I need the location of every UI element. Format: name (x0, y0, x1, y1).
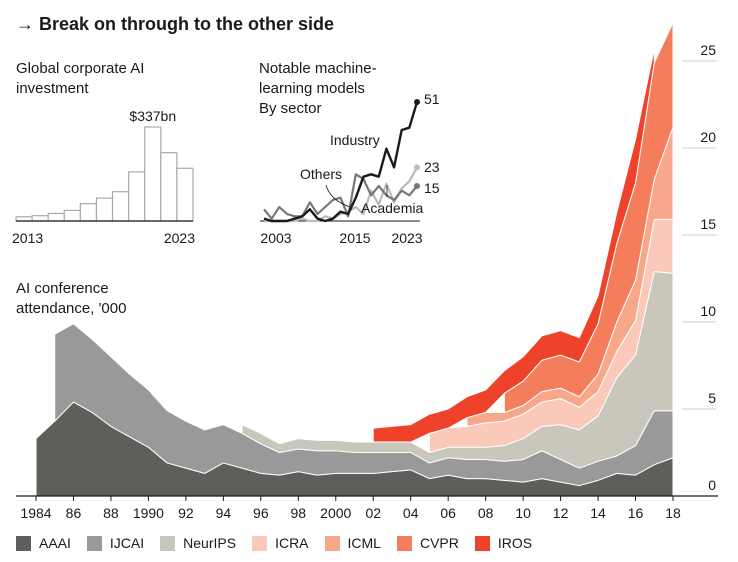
x-tick-label-1994: 94 (216, 505, 232, 521)
line-series-industry (263, 101, 419, 223)
investment-chart-title: Global corporate AI investment (16, 60, 145, 97)
x-tick-label-1988: 88 (103, 505, 119, 521)
figure-title: → Break on through to the other side (16, 14, 335, 34)
bar-2013 (15, 216, 33, 222)
legend-label: NeurIPS (183, 535, 237, 551)
x-tick-label-1990: 1990 (133, 505, 164, 521)
line-annotation-others: Others (300, 166, 342, 182)
line-end-label-others: 23 (424, 159, 440, 175)
x-tick-label-2000: 2000 (320, 505, 351, 521)
line-end-dot-others (414, 164, 420, 171)
x-tick-label-1996: 96 (253, 505, 269, 521)
line-end-dot-industry (414, 99, 420, 105)
y-tick-label-0: 0 (708, 477, 716, 493)
legend-swatch (252, 535, 268, 551)
legend-item-aaai: AAAI (16, 535, 71, 551)
legend-item-icml: ICML (324, 535, 381, 551)
bar-2020 (128, 171, 146, 222)
x-tick-label-1998: 98 (291, 505, 307, 521)
legend-label: AAAI (39, 535, 71, 551)
x-tick-label-1986: 86 (66, 505, 82, 521)
bar-2021 (144, 126, 162, 222)
line-xtick-2003: 2003 (260, 230, 291, 246)
line-annotation-others-pointer (325, 184, 351, 208)
line-series-academia (263, 173, 418, 220)
x-tick-label-2006: 06 (440, 505, 456, 521)
legend-label: IJCAI (109, 535, 145, 551)
area-icml (466, 126, 674, 427)
x-tick-label-2012: 12 (553, 505, 569, 521)
legend-item-cvpr: CVPR (396, 535, 459, 551)
bar-2019 (111, 191, 130, 222)
legend-item-neurips: NeurIPS (160, 535, 236, 551)
legend-label: ICML (347, 535, 381, 551)
legend-label: CVPR (419, 535, 459, 551)
x-tick-label-2004: 04 (403, 505, 419, 521)
line-annotation-academia: Academia (361, 200, 423, 216)
legend-item-iros: IROS (474, 535, 533, 551)
line-xtick-2015: 2015 (339, 230, 370, 246)
models-chart-title: Notable machine-learning models (259, 60, 377, 97)
legend-swatch (160, 535, 176, 551)
bar-xtick-last: 2023 (164, 230, 195, 246)
line-xtick-2023: 2023 (391, 230, 422, 246)
bar-xtick-first: 2013 (12, 230, 43, 246)
x-tick-label-2014: 14 (590, 505, 606, 521)
legend-swatch (474, 535, 490, 551)
y-tick-label-20: 20 (700, 129, 716, 145)
models-chart-subtitle: By sector (259, 100, 322, 117)
area-aaai (35, 401, 674, 497)
legend-item-ijcai: IJCAI (86, 535, 145, 551)
area-cvpr (503, 22, 674, 413)
bar-2014 (31, 215, 49, 222)
area-icra (428, 218, 674, 453)
x-tick-label-2016: 16 (628, 505, 644, 521)
x-tick-label-2002: 02 (365, 505, 381, 521)
area-neurips (241, 271, 674, 469)
x-tick-label-2018: 18 (665, 505, 681, 521)
bar-2015 (47, 212, 65, 222)
legend: AAAI IJCAI NeurIPS ICRA ICML CVPR IROS (16, 535, 532, 551)
line-end-label-academia: 15 (424, 180, 440, 196)
bar-2018 (95, 197, 114, 222)
x-tick-label-1992: 92 (178, 505, 194, 521)
bar-2017 (79, 203, 98, 222)
legend-swatch (86, 535, 102, 551)
legend-label: ICRA (275, 535, 309, 551)
legend-swatch (396, 535, 412, 551)
y-tick-label-5: 5 (708, 390, 716, 406)
bar-2023 (176, 167, 194, 222)
area-iros (372, 48, 655, 443)
line-end-dot-academia (414, 183, 420, 189)
line-series-others (264, 166, 418, 223)
y-tick-label-10: 10 (700, 303, 716, 319)
legend-label: IROS (497, 535, 533, 551)
y-tick-label-25: 25 (700, 42, 716, 58)
x-tick-label-2008: 08 (478, 505, 494, 521)
bar-2022 (160, 152, 178, 222)
legend-item-icra: ICRA (252, 535, 309, 551)
attendance-chart-title: AI conference attendance, '000 (16, 280, 127, 317)
x-tick-label-1984: 1984 (20, 505, 51, 521)
line-end-label-industry: 51 (424, 91, 440, 107)
bar-2016 (63, 209, 81, 222)
line-annotation-industry: Industry (330, 132, 380, 148)
x-tick-label-2010: 10 (515, 505, 531, 521)
area-ijcai (54, 323, 674, 487)
y-tick-label-15: 15 (700, 216, 716, 232)
legend-swatch (16, 535, 31, 551)
bar-peak-label: $337bn (129, 108, 176, 124)
legend-swatch (324, 535, 340, 551)
